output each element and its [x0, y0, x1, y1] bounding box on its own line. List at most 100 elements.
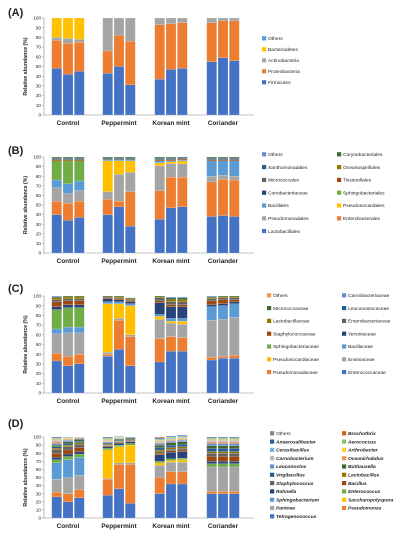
legend-item: Enterobacteriaceae: [342, 319, 391, 325]
bar-segment-micrococcales: [102, 158, 113, 160]
legend-label: Virgibacillus: [276, 473, 305, 479]
bar-segment-buttiauxella: [62, 441, 74, 444]
bar-segment-tetragenococcus: [125, 503, 136, 519]
bar-segment-pseudonocardiales: [125, 160, 136, 173]
y-tick-label: 70: [36, 183, 42, 188]
group-label: Peppermint: [101, 398, 137, 405]
bar-segment-pseudomonas: [74, 489, 85, 498]
bar-segment-carnobacteriaceae: [165, 296, 177, 299]
bar-segment-bacillaceae: [177, 318, 188, 322]
bar-segment-oceanirhabdus: [74, 437, 85, 439]
legend-label: Pantoea: [276, 506, 295, 512]
legend-item: Firmicutes: [262, 80, 291, 86]
bar-segment-lactobacillus: [229, 451, 240, 454]
y-tick-label: 30: [36, 491, 42, 496]
panel-b: (B) Relative abundance (%) 0 10 20 30 40 50 60 70…: [8, 145, 385, 265]
legend-label: Firmicutes: [268, 80, 291, 86]
bar-segment-pseudonocardiaceae: [177, 321, 188, 325]
legend-item: Pantoea: [270, 506, 295, 512]
y-tick-label: 80: [36, 313, 42, 318]
bar-segment-lactobacillus: [113, 440, 125, 442]
bar-segment-lactobacillus: [62, 445, 74, 447]
bar-segment-micrococcaceae: [177, 297, 188, 300]
bar-segment-yersiniaceae: [74, 304, 85, 308]
bar-segment-tissierellales: [154, 159, 165, 161]
bar-segment-enterococcus: [229, 463, 240, 468]
bar-segment-staphylococcaceae: [229, 299, 240, 302]
bar-segment-aerococcus: [229, 437, 240, 439]
y-tick-label: 60: [36, 332, 42, 337]
legend-label: Oceanirhabdus: [348, 456, 384, 462]
bar-segment-oceanirhabdus: [154, 442, 165, 444]
bar-segment-pantoea: [165, 462, 177, 472]
bar-segment-pseudomonadales: [74, 190, 85, 202]
bar-segment-sphingobacterium: [74, 457, 85, 476]
bar-segment-lactobacillaceae: [74, 296, 85, 299]
bar-segment-brochothrix: [154, 436, 165, 438]
bar-segment-corynebacteriales: [217, 156, 229, 159]
bar-segment-staphylococcus: [229, 453, 240, 457]
legend-swatch: [342, 456, 347, 461]
legend-item: Xanthomonadales: [262, 165, 308, 171]
bar-segment-enterobacterales: [102, 199, 113, 215]
legend-item: Actinobacteria: [262, 58, 299, 64]
legend-swatch: [342, 472, 347, 477]
bar-segment-leuconostoc: [177, 440, 188, 442]
bar-segment-enterococcus: [217, 463, 229, 468]
legend-label: Enterococcaceae: [348, 370, 386, 376]
legend-label: Arthrobacter: [347, 448, 379, 454]
bar-segment-firmicutes: [113, 66, 125, 116]
bar-segment-firmicutes: [62, 74, 74, 116]
bar-segment-yersiniaceae: [113, 299, 125, 302]
bar-segment-cerasibacillus: [206, 438, 217, 440]
y-tick-label: 60: [36, 467, 42, 472]
bar-segment-micrococcales: [113, 158, 125, 160]
y-tick-label: 0: [38, 113, 41, 118]
bar-segment-virgibacillus: [217, 448, 229, 452]
bar-segment-tetragenococcus: [177, 483, 188, 519]
legend-swatch: [267, 357, 272, 362]
bar-segment-buttiauxella: [125, 437, 136, 439]
legend-item: Staphylococcaceae: [267, 331, 316, 337]
bar-segment-bacillales: [62, 183, 74, 194]
bar-segment-pseudomonas: [113, 464, 125, 489]
bar-segment-lactobacillales: [62, 220, 74, 254]
bar-segment-tetragenococcus: [217, 493, 229, 519]
legend-label: Sphingobacterium: [276, 497, 320, 503]
legend-swatch: [342, 370, 347, 375]
legend-label: Xanthomonadales: [268, 165, 308, 171]
y-axis-label: Relative abundance (%): [23, 315, 29, 374]
legend-item: Leuconostocaceae: [342, 306, 389, 312]
bar-segment-carnobacterium: [51, 440, 62, 442]
y-tick-label: 40: [36, 352, 42, 357]
bar-segment-aerococcus: [51, 437, 62, 439]
bar-segment-aerococcus: [165, 436, 177, 438]
bar-segment-micrococcaceae: [165, 297, 177, 300]
legend-item: Saccharopolyspora: [342, 497, 394, 503]
bar-segment-actinobacteria: [177, 17, 188, 23]
bar-segment-xanthomonadales: [125, 157, 136, 159]
bar-segment-bacillaceae: [154, 314, 165, 317]
bar-segment-xanthomonadales: [217, 157, 229, 159]
bar-segment-pseudonocardiales: [154, 162, 165, 166]
bar-segment-staphylococcaceae: [74, 300, 85, 305]
bar-segment-bacillales: [165, 160, 177, 162]
legend-item: Pseudonocardiaceae: [267, 357, 319, 363]
legend-label: Carnobacteriaceae: [348, 293, 390, 299]
bar-segment-arthrobacter: [206, 439, 217, 441]
bar-segment-pseudomonas: [229, 491, 240, 494]
bar-segment-micrococcaceae: [62, 295, 74, 298]
bar-segment-actinobacteria: [125, 17, 136, 42]
bar-segment-lactobacillaceae: [113, 296, 125, 299]
bar-segment-bacillus: [51, 453, 62, 458]
bar-segment-enterococcaceae: [62, 365, 74, 394]
legend-item: Aerococcus: [342, 439, 376, 445]
legend-swatch: [337, 152, 342, 157]
legend-label: Proteobacteria: [268, 69, 300, 75]
legend-label: Lactobacillales: [268, 229, 301, 235]
y-tick-label: 70: [36, 45, 42, 50]
legend-swatch: [270, 447, 275, 452]
bar-segment-pseudomonadales: [125, 172, 136, 192]
bar-segment-bacillaceae: [217, 305, 229, 320]
bar-segment-bacteroidetes: [74, 17, 85, 40]
